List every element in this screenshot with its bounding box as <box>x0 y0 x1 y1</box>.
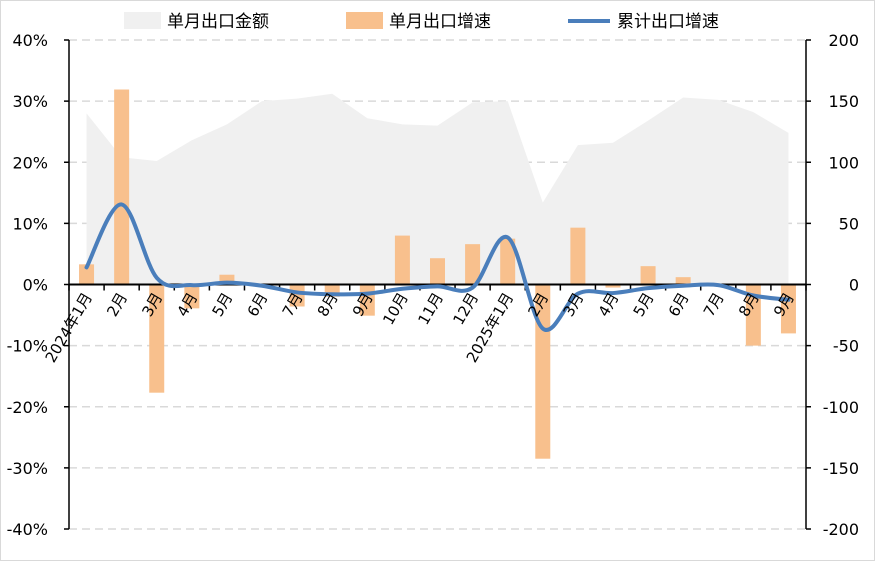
bar-monthly-export-growth <box>79 264 95 285</box>
bar-monthly-export-growth <box>640 266 656 285</box>
left-tick-label: -30% <box>7 459 48 478</box>
bar-monthly-export-growth <box>430 258 445 285</box>
x-tick-label: 5月 <box>630 290 658 320</box>
x-tick-label: 6月 <box>244 290 272 320</box>
x-tick-label: 11月 <box>414 290 447 329</box>
bar-monthly-export-growth <box>780 284 796 334</box>
legend-swatch-bar <box>346 12 383 29</box>
bar-monthly-export-growth <box>675 277 691 285</box>
legend-label: 累计出口增速 <box>617 12 719 32</box>
x-tick-label: 2月 <box>103 290 131 320</box>
left-tick-label: -10% <box>7 337 48 356</box>
x-tick-label: 7月 <box>700 290 728 320</box>
left-tick-label: 30% <box>12 92 48 111</box>
right-tick-label: 50 <box>839 214 859 233</box>
left-tick-label: 40% <box>12 31 48 50</box>
right-tick-label: 200 <box>828 31 859 50</box>
bar-monthly-export-growth <box>184 284 200 309</box>
right-tick-label: 0 <box>849 276 859 295</box>
legend-swatch-area <box>124 12 161 29</box>
left-tick-label: 10% <box>12 214 48 233</box>
bar-monthly-export-growth <box>745 284 761 346</box>
x-tick-label: 5月 <box>209 290 237 320</box>
line-cumulative-export-growth <box>84 202 791 332</box>
legend: 单月出口金额 单月出口增速 累计出口增速 <box>124 12 719 32</box>
bar-monthly-export-growth <box>570 227 586 285</box>
right-tick-label: 100 <box>828 153 859 172</box>
left-tick-label: 20% <box>12 153 48 172</box>
left-tick-label: 0% <box>23 276 48 295</box>
area-series-monthly-export-value <box>86 93 789 285</box>
bar-monthly-export-growth <box>465 244 481 285</box>
left-tick-label: -20% <box>7 398 48 417</box>
x-tick-label: 12月 <box>449 290 482 329</box>
right-tick-label: -150 <box>823 459 859 478</box>
bar-monthly-export-growth <box>219 274 235 285</box>
bar-monthly-export-growth <box>500 238 516 285</box>
bar-monthly-export-growth <box>114 89 130 285</box>
legend-label: 单月出口金额 <box>167 12 269 32</box>
right-tick-label: 150 <box>828 92 859 111</box>
right-tick-label: -100 <box>823 398 859 417</box>
legend-label: 单月出口增速 <box>389 12 491 32</box>
right-tick-label: -50 <box>833 337 859 356</box>
right-tick-label: -200 <box>823 520 859 539</box>
bar-monthly-export-growth <box>149 284 165 393</box>
bar-monthly-export-growth <box>394 235 410 285</box>
left-tick-label: -40% <box>7 520 48 539</box>
bar-monthly-export-growth <box>605 284 621 288</box>
x-tick-label: 6月 <box>665 290 693 320</box>
x-tick-label: 10月 <box>379 290 412 329</box>
